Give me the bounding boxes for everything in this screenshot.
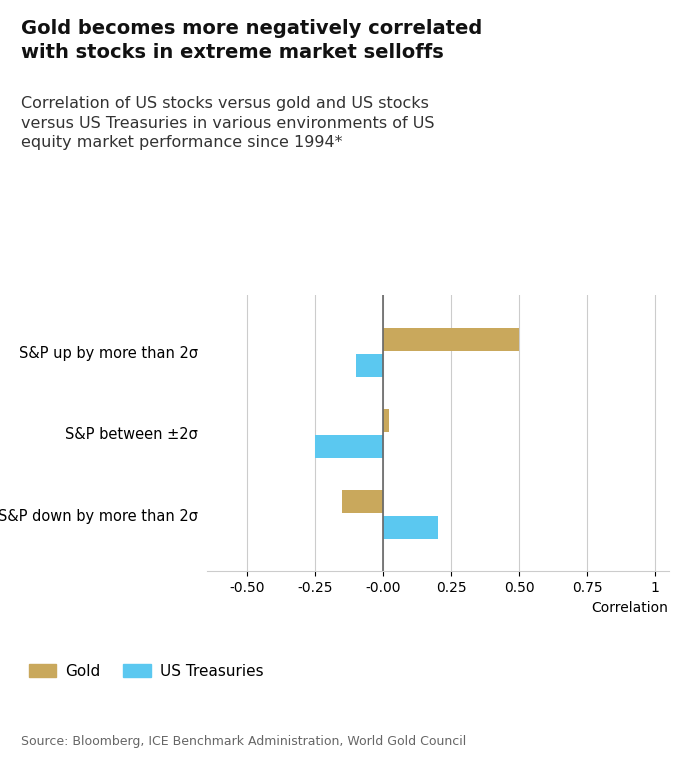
Bar [383,409,389,432]
Bar [383,516,438,539]
Bar [342,490,383,513]
Bar [383,328,519,351]
Bar [356,354,383,377]
Text: Gold becomes more negatively correlated
with stocks in extreme market selloffs: Gold becomes more negatively correlated … [21,19,482,61]
X-axis label: Correlation: Correlation [592,601,668,614]
Text: Source: Bloomberg, ICE Benchmark Administration, World Gold Council: Source: Bloomberg, ICE Benchmark Adminis… [21,735,466,748]
Bar [315,435,383,458]
Legend: Gold, US Treasuries: Gold, US Treasuries [29,663,264,679]
Text: Correlation of US stocks versus gold and US stocks
versus US Treasuries in vario: Correlation of US stocks versus gold and… [21,96,435,150]
